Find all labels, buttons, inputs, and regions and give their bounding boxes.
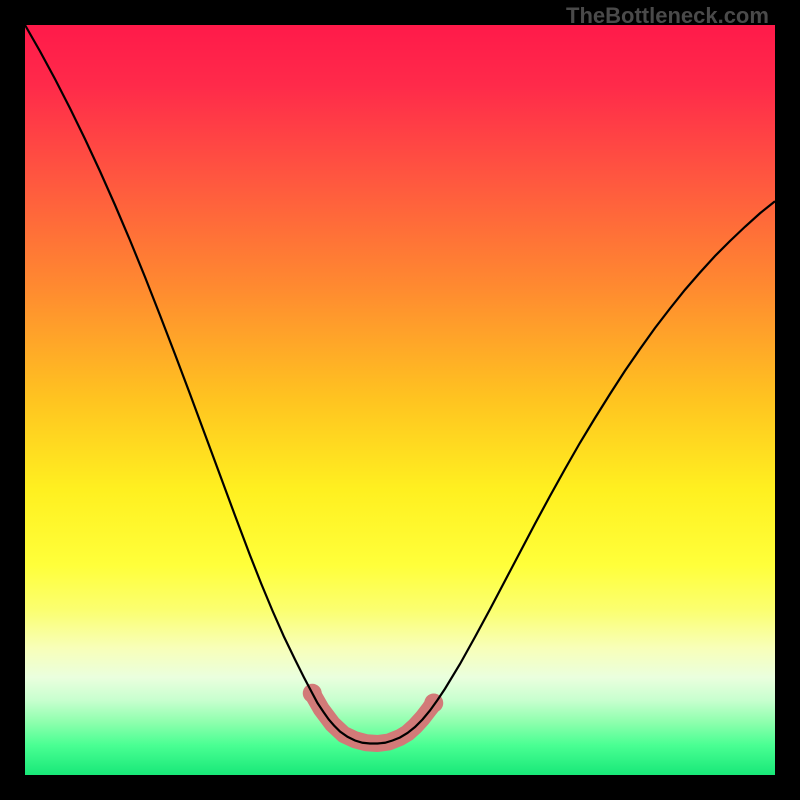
bottleneck-curve-chart: [0, 0, 800, 800]
watermark-text: TheBottleneck.com: [566, 3, 769, 29]
chart-background: [25, 25, 775, 775]
